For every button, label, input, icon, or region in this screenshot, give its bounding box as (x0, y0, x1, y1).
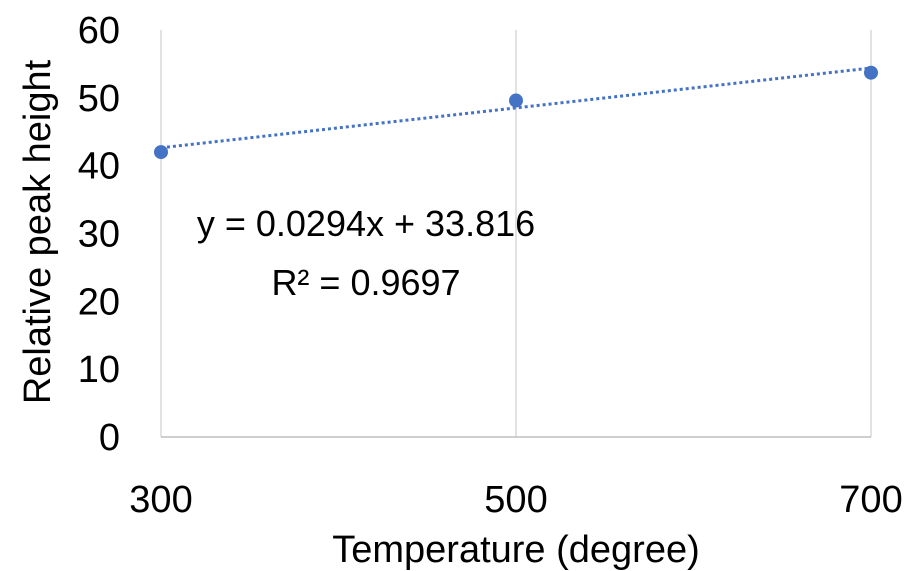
data-points (154, 65, 878, 160)
x-axis-title: Temperature (degree) (332, 529, 700, 571)
trendline-group (160, 66, 872, 150)
y-tick-label: 20 (78, 281, 120, 323)
data-point (864, 65, 878, 80)
y-tick-labels: 0 10 20 30 40 50 60 (78, 10, 120, 459)
trendline (160, 66, 872, 150)
y-tick-label: 50 (78, 78, 120, 120)
data-point (509, 93, 523, 108)
x-tick-labels: 300 500 700 (129, 479, 902, 521)
y-tick-label: 40 (78, 146, 120, 188)
x-tick-label: 700 (839, 479, 902, 521)
data-point (154, 145, 168, 160)
y-axis-title: Relative peak height (17, 59, 59, 404)
y-tick-label: 10 (78, 349, 120, 391)
y-tick-label: 60 (78, 10, 120, 52)
x-tick-label: 500 (484, 479, 547, 521)
y-tick-label: 30 (78, 214, 120, 256)
trendline-equation: y = 0.0294x + 33.816 (197, 203, 535, 244)
x-tick-label: 300 (129, 479, 192, 521)
r-squared-label: R² = 0.9697 (271, 262, 460, 303)
y-tick-label: 0 (99, 417, 120, 459)
